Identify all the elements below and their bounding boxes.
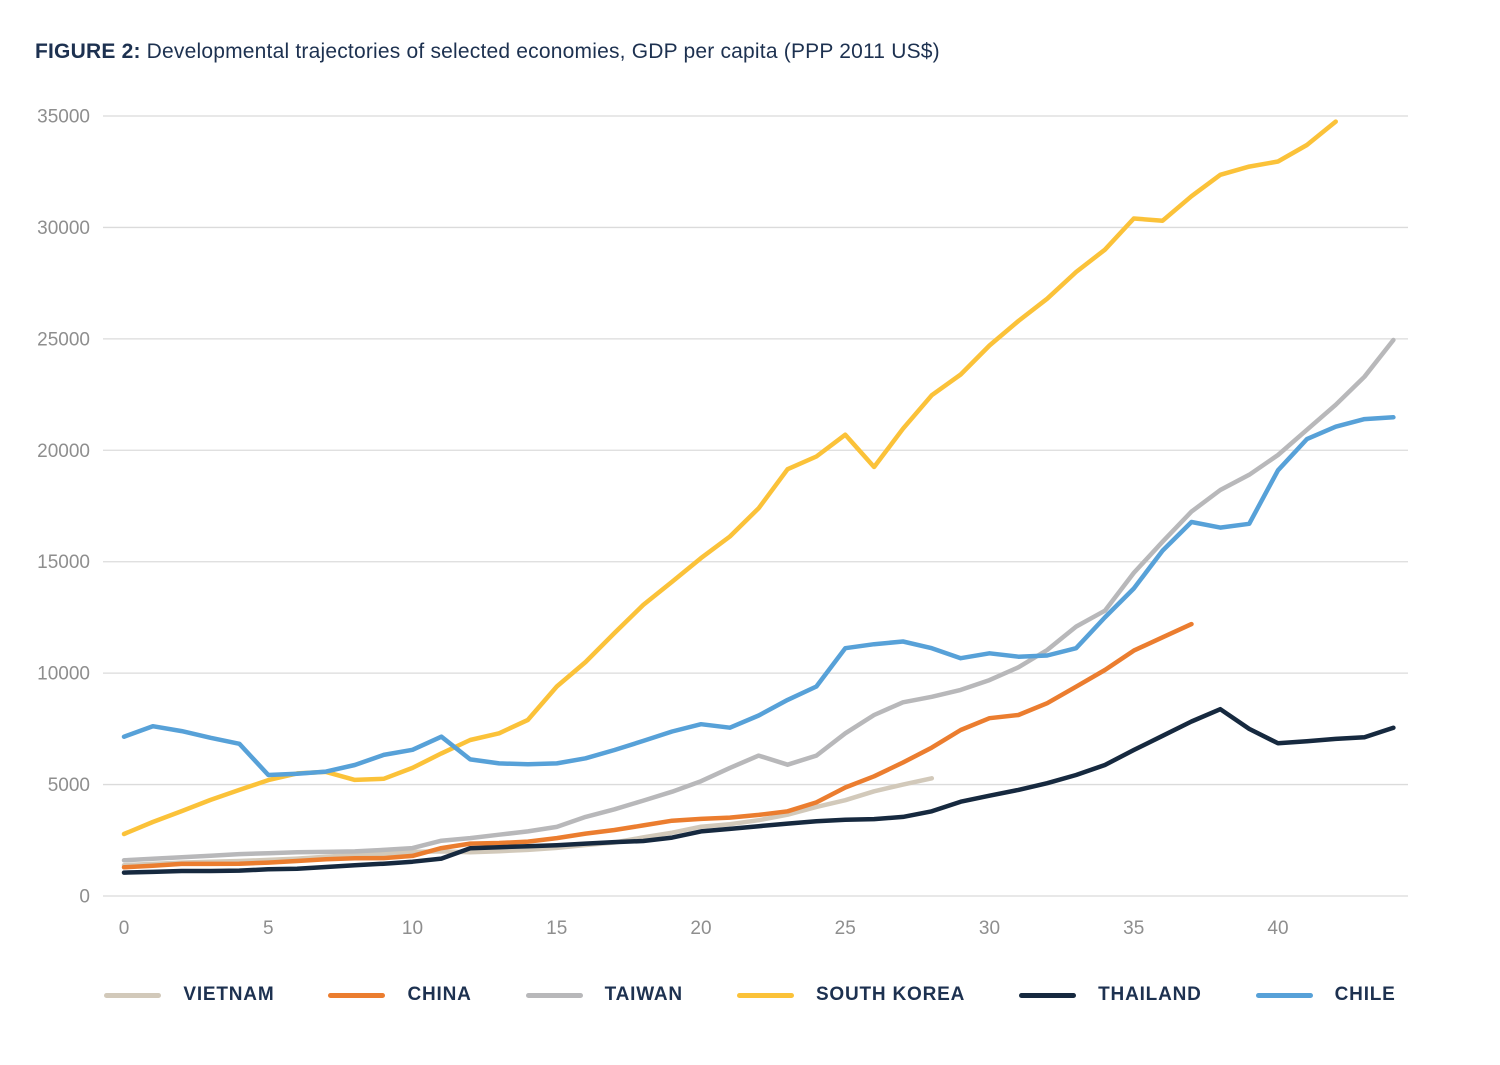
figure-number-label: FIGURE 2:	[35, 40, 141, 63]
legend-label-south-korea: SOUTH KOREA	[815, 984, 966, 1005]
legend-swatch-thailand	[1019, 992, 1077, 998]
legend-item-south-korea: SOUTH KOREA	[736, 984, 966, 1006]
x-tick-label: 30	[979, 918, 1000, 939]
legend-label-vietnam: VIETNAM	[183, 984, 275, 1005]
legend-label-china: CHINA	[407, 984, 472, 1005]
y-tick-label: 20000	[37, 441, 90, 462]
series-line-vietnam	[121, 776, 935, 868]
legend-item-china: CHINA	[328, 984, 471, 1006]
chart-legend: VIETNAM CHINA TAIWAN SOUTH KOREA THAILAND CHI…	[0, 984, 1500, 1006]
legend-item-vietnam: VIETNAM	[104, 984, 274, 1006]
y-tick-label: 30000	[37, 218, 90, 239]
series-line-chile	[121, 415, 1396, 778]
figure-title-text: Developmental trajectories of selected e…	[146, 40, 940, 63]
x-tick-label: 5	[263, 918, 274, 939]
x-tick-label: 10	[402, 918, 423, 939]
x-tick-label: 15	[546, 918, 567, 939]
legend-swatch-china	[328, 992, 386, 998]
x-tick-label: 20	[690, 918, 711, 939]
legend-swatch-chile	[1255, 992, 1313, 998]
legend-label-thailand: THAILAND	[1098, 984, 1202, 1005]
legend-item-chile: CHILE	[1255, 984, 1396, 1006]
legend-item-thailand: THAILAND	[1019, 984, 1202, 1006]
legend-label-chile: CHILE	[1334, 984, 1396, 1005]
legend-swatch-south-korea	[736, 992, 794, 998]
y-tick-label: 5000	[48, 775, 90, 796]
y-tick-label: 25000	[37, 329, 90, 350]
legend-item-taiwan: TAIWAN	[525, 984, 683, 1006]
legend-swatch-taiwan	[525, 992, 583, 998]
series-line-thailand	[121, 706, 1396, 875]
x-tick-label: 35	[1123, 918, 1144, 939]
legend-swatch-vietnam	[104, 992, 162, 998]
y-tick-label: 15000	[37, 552, 90, 573]
figure-title: FIGURE 2: Developmental trajectories of s…	[35, 40, 940, 64]
y-tick-label: 35000	[37, 107, 90, 128]
x-tick-label: 40	[1267, 918, 1288, 939]
y-tick-label: 0	[79, 887, 90, 908]
x-tick-label: 0	[119, 918, 130, 939]
legend-label-taiwan: TAIWAN	[604, 984, 683, 1005]
x-tick-label: 25	[835, 918, 856, 939]
series-line-taiwan	[121, 337, 1396, 863]
series-line-china	[121, 621, 1194, 870]
y-tick-label: 10000	[37, 664, 90, 685]
